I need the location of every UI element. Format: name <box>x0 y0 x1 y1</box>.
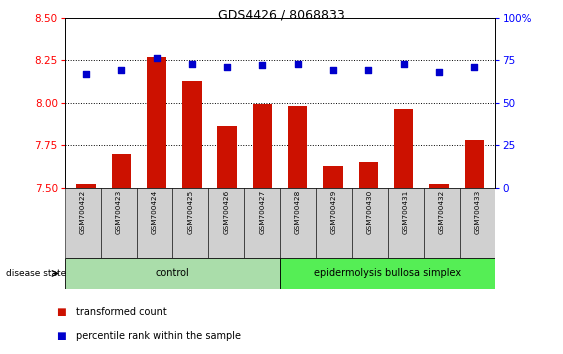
Bar <box>424 188 459 258</box>
Bar <box>172 188 208 258</box>
Text: GSM700433: GSM700433 <box>475 190 480 234</box>
Text: GSM700424: GSM700424 <box>151 190 158 234</box>
Bar <box>288 106 307 188</box>
Text: GSM700422: GSM700422 <box>80 190 86 234</box>
Text: GDS4426 / 8068833: GDS4426 / 8068833 <box>218 9 345 22</box>
Bar <box>316 188 352 258</box>
Text: GSM700426: GSM700426 <box>224 190 229 234</box>
Bar <box>388 188 424 258</box>
Bar <box>137 188 172 258</box>
Bar <box>359 162 378 188</box>
Point <box>82 71 91 76</box>
Bar <box>76 184 96 188</box>
Text: GSM700428: GSM700428 <box>295 190 301 234</box>
Bar <box>147 57 166 188</box>
Bar <box>65 188 101 258</box>
Text: GSM700431: GSM700431 <box>403 190 409 234</box>
Bar <box>323 166 343 188</box>
Bar <box>280 188 316 258</box>
Bar <box>182 81 202 188</box>
Point <box>187 61 196 67</box>
Bar <box>217 126 237 188</box>
Point <box>117 68 126 73</box>
Text: ■: ■ <box>56 331 66 341</box>
Bar <box>253 104 272 188</box>
Text: GSM700430: GSM700430 <box>367 190 373 234</box>
Text: epidermolysis bullosa simplex: epidermolysis bullosa simplex <box>314 268 461 279</box>
Text: disease state: disease state <box>6 269 66 278</box>
Text: GSM700423: GSM700423 <box>115 190 122 234</box>
Text: GSM700429: GSM700429 <box>331 190 337 234</box>
Text: GSM700425: GSM700425 <box>187 190 193 234</box>
Point <box>329 68 338 73</box>
Bar <box>101 188 137 258</box>
Bar <box>459 188 495 258</box>
Point <box>470 64 479 70</box>
Bar <box>429 184 449 188</box>
Bar <box>65 258 280 289</box>
Bar <box>244 188 280 258</box>
Point <box>399 61 408 67</box>
Text: control: control <box>155 268 189 279</box>
Text: transformed count: transformed count <box>76 307 167 316</box>
Bar <box>464 140 484 188</box>
Text: GSM700427: GSM700427 <box>259 190 265 234</box>
Bar <box>394 109 413 188</box>
Text: ■: ■ <box>56 307 66 316</box>
Bar <box>352 188 388 258</box>
Point <box>152 56 161 61</box>
Point <box>293 61 302 67</box>
Bar <box>111 154 131 188</box>
Text: GSM700432: GSM700432 <box>439 190 445 234</box>
Point <box>435 69 444 75</box>
Bar <box>280 258 495 289</box>
Point <box>364 68 373 73</box>
Point <box>258 62 267 68</box>
Bar <box>208 188 244 258</box>
Text: percentile rank within the sample: percentile rank within the sample <box>76 331 241 341</box>
Point <box>222 64 231 70</box>
